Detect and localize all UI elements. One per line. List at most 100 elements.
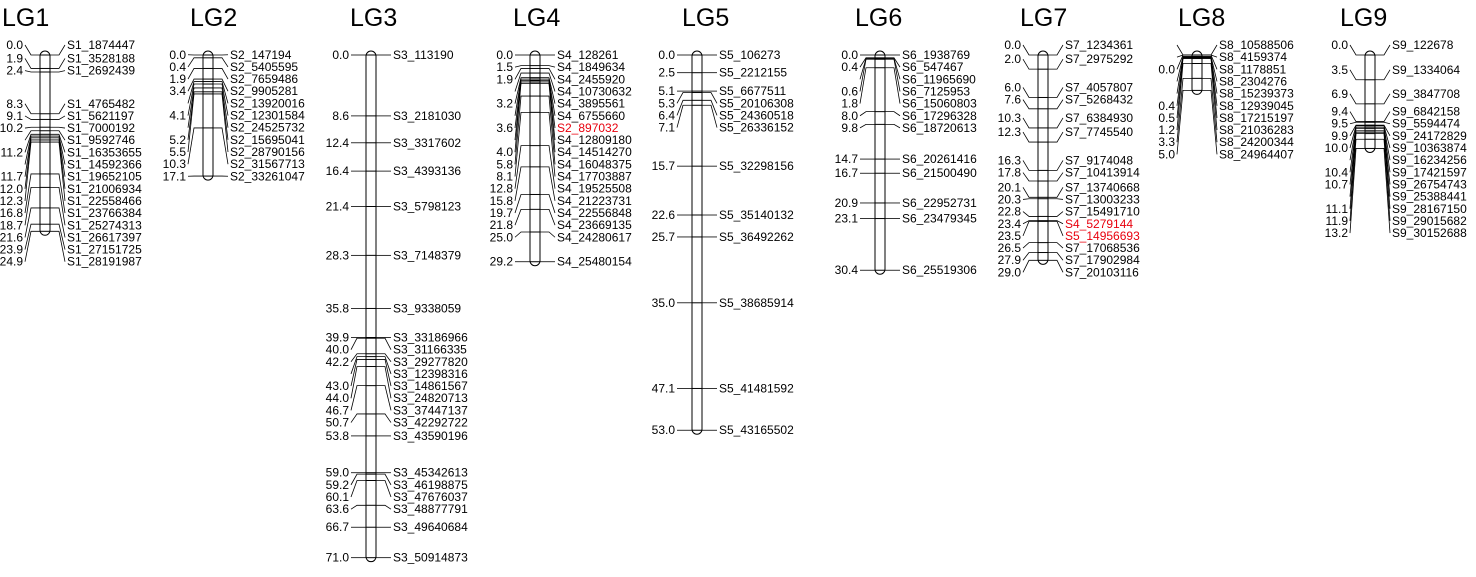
marker-position: 22.8 [998, 205, 1022, 219]
marker-connector [1375, 148, 1391, 234]
marker-name: S4_21223731 [557, 194, 632, 208]
marker-connector [376, 337, 392, 350]
position-connector [514, 231, 530, 238]
marker-name: S8_15239373 [1219, 87, 1294, 101]
marker-connector [1048, 87, 1064, 98]
marker-position: 23.5 [998, 229, 1022, 243]
marker-connector [1375, 93, 1391, 105]
marker-name: S6_17296328 [902, 109, 977, 123]
marker-position: 6.9 [1331, 87, 1348, 101]
marker-position: 12.0 [0, 182, 23, 196]
linkage-group-title: LG7 [1020, 4, 1067, 32]
marker-position: 46.7 [326, 403, 350, 417]
marker-name: S4_1849634 [557, 60, 625, 74]
position-connector [24, 126, 40, 129]
marker-connector [1375, 121, 1391, 125]
marker-position: 17.8 [998, 166, 1022, 180]
marker-connector [540, 111, 556, 177]
marker-position: 0.6 [841, 84, 858, 98]
marker-position: 11.9 [1326, 214, 1349, 228]
marker-position: 5.3 [658, 96, 675, 110]
marker-name: S8_10588506 [1219, 38, 1294, 52]
marker-position: 16.3 [998, 153, 1022, 167]
marker-position: 5.5 [169, 145, 186, 159]
marker-connector [1375, 131, 1391, 197]
marker-name: S5_6677511 [719, 84, 787, 98]
marker-name: S5_106273 [719, 48, 781, 62]
marker-connector [213, 127, 229, 165]
position-connector [24, 135, 40, 165]
marker-name: S4_10730632 [557, 84, 632, 98]
marker-name: S1_27151725 [67, 243, 142, 257]
marker-position: 0.0 [658, 48, 675, 62]
marker-position: 0.0 [1158, 62, 1175, 76]
marker-position: 42.2 [326, 355, 350, 369]
marker-position: 8.0 [841, 109, 858, 123]
marker-position: 5.0 [1158, 147, 1175, 161]
marker-position: 5.2 [169, 133, 186, 147]
position-connector [1022, 44, 1038, 56]
marker-position: 9.4 [1331, 105, 1348, 119]
marker-name: S1_26617397 [67, 230, 142, 244]
position-connector [350, 353, 366, 363]
position-connector [1022, 117, 1038, 129]
position-connector [1176, 56, 1192, 94]
marker-connector [702, 99, 718, 116]
position-connector [24, 186, 40, 226]
marker-connector [1375, 111, 1391, 122]
position-connector [1022, 252, 1038, 261]
marker-name: S9_3847708 [1392, 87, 1460, 101]
marker-name: S9_10363874 [1392, 141, 1467, 155]
marker-name: S8_2304276 [1219, 74, 1287, 88]
linkage-group-title: LG5 [682, 4, 729, 32]
marker-name: S6_1938769 [902, 48, 970, 62]
marker-name: S9_25388441 [1392, 190, 1467, 204]
marker-position: 12.3 [0, 194, 23, 208]
position-connector [24, 58, 40, 69]
marker-name: S7_13740668 [1065, 180, 1140, 194]
position-connector [514, 111, 530, 177]
marker-position: 0.0 [6, 38, 23, 52]
marker-connector [1048, 198, 1064, 200]
marker-name: S4_14514270 [557, 145, 632, 159]
marker-connector [540, 81, 556, 141]
position-connector [350, 337, 366, 350]
chromosome-bar [202, 50, 214, 181]
position-connector [1349, 131, 1365, 197]
marker-position: 7.1 [658, 121, 675, 135]
marker-connector [50, 173, 66, 214]
marker-position: 15.8 [490, 194, 514, 208]
marker-position: 9.9 [1331, 129, 1348, 143]
marker-name: S3_24820713 [393, 391, 468, 405]
position-connector [187, 57, 203, 68]
marker-position: 0.4 [1158, 99, 1175, 113]
linkage-group-lg1: LG1 0.0 S1_1874447 1.9 S1_3528188 2.4 S1_26924… [0, 4, 142, 269]
position-connector [187, 68, 203, 80]
marker-connector [540, 208, 556, 226]
position-connector [1022, 259, 1038, 273]
marker-name: S7_4057807 [1065, 80, 1133, 94]
marker-connector [50, 130, 66, 141]
marker-position: 30.4 [835, 263, 859, 277]
marker-connector [213, 78, 229, 92]
marker-connector [213, 91, 229, 140]
linkage-group-title: LG4 [513, 4, 560, 32]
marker-connector [50, 135, 66, 165]
position-connector [514, 77, 530, 104]
marker-position: 15.7 [652, 159, 676, 173]
marker-name: S1_19652105 [67, 170, 142, 184]
marker-position: 14.7 [835, 152, 859, 166]
position-connector [187, 93, 203, 153]
marker-name: S3_43590196 [393, 429, 468, 443]
marker-name: S7_17902984 [1065, 253, 1140, 267]
position-connector [1349, 44, 1365, 56]
marker-name: S8_12939045 [1219, 99, 1294, 113]
marker-position: 5.1 [658, 84, 675, 98]
position-connector [514, 80, 530, 128]
marker-connector [50, 137, 66, 177]
marker-position: 23.4 [998, 217, 1022, 231]
marker-position: 10.4 [1325, 165, 1349, 179]
position-connector [350, 359, 366, 387]
marker-name: S3_4393136 [393, 164, 461, 178]
marker-connector [50, 223, 66, 250]
